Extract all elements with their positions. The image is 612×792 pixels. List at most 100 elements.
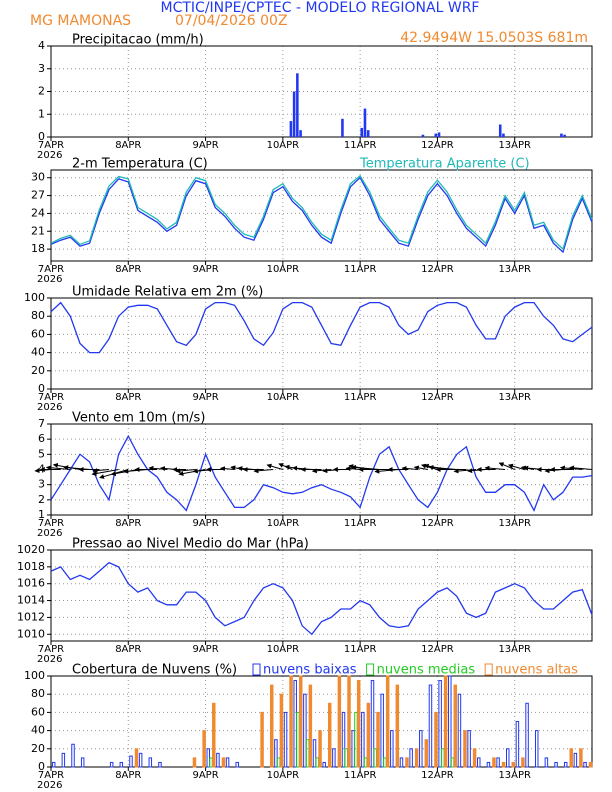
y-tick-label: 24	[31, 206, 45, 219]
cloud-bar	[274, 739, 278, 768]
cloud-bar	[148, 757, 153, 768]
x-tick-label: 7APR	[38, 140, 64, 151]
cloud-bar	[202, 730, 206, 768]
x-tick-label: 13APR	[498, 140, 531, 151]
y-tick-label: 0	[38, 382, 45, 395]
y-tick-label: 21	[31, 224, 45, 237]
cloud-bar	[61, 752, 66, 768]
year-label: 2026	[37, 528, 62, 539]
wind-arrow	[92, 468, 110, 474]
cloud-bar	[206, 748, 211, 768]
bar	[363, 108, 367, 137]
bar	[434, 133, 438, 137]
cloud-bar	[390, 730, 394, 768]
x-tick-label: 10APR	[267, 392, 300, 403]
wind-arrow	[266, 463, 283, 470]
line	[50, 434, 593, 512]
cloud-bar	[315, 757, 320, 768]
bar	[299, 130, 302, 137]
cloud-bar	[327, 702, 332, 768]
cloud-bar	[351, 730, 355, 768]
x-tick-label: 12APR	[421, 644, 454, 655]
y-tick-label: 80	[31, 309, 45, 322]
y-tick-label: 0	[38, 130, 45, 143]
cloud-bar	[441, 748, 445, 768]
y-tick-label: 1018	[17, 560, 45, 573]
wind-arrow	[484, 465, 506, 471]
cloud-bar	[534, 730, 539, 768]
line	[50, 561, 593, 636]
wind-arrow	[91, 469, 119, 477]
cloud-bar	[501, 761, 506, 768]
cloud-bar	[419, 730, 423, 768]
cloud-bar	[424, 739, 429, 768]
cloud-bar	[515, 721, 520, 768]
cloud-bar	[486, 761, 491, 768]
y-tick-label: 5	[38, 447, 45, 460]
x-tick-label: 7APR	[38, 770, 64, 781]
cloud-bar	[467, 730, 471, 768]
cloud-bar	[385, 675, 390, 768]
x-tick-label: 9APR	[192, 392, 218, 403]
y-tick-label: 0	[38, 760, 45, 773]
cloud-bar	[129, 755, 133, 768]
y-tick-label: 18	[31, 242, 45, 255]
header-title: MCTIC/INPE/CPTEC - MODELO REGIONAL WRF	[161, 0, 480, 16]
x-tick-label: 10APR	[267, 140, 300, 151]
year-label: 2026	[37, 780, 62, 791]
cloud-bar	[158, 761, 162, 768]
location: 42.9494W 15.0503S 681m	[400, 30, 588, 46]
cloud-bar	[472, 748, 477, 768]
y-tick-label: 30	[31, 171, 45, 184]
line	[50, 301, 593, 354]
x-tick-label: 8APR	[115, 518, 141, 529]
cloud-bar	[457, 693, 462, 768]
panel-frame	[50, 297, 593, 390]
cloud-bar	[312, 739, 317, 768]
cloud-bar	[209, 757, 213, 768]
panel-title: Vento em 10m (m/s)	[72, 411, 205, 426]
cloud-bar	[438, 680, 442, 768]
cloud-bar	[270, 684, 274, 768]
x-tick-label: 9APR	[192, 644, 218, 655]
wind-arrow	[175, 468, 196, 474]
cloud-bar	[322, 761, 326, 768]
cloud-bar	[463, 730, 467, 768]
line	[50, 176, 593, 254]
x-tick-label: 8APR	[115, 770, 141, 781]
cloud-bar	[225, 757, 230, 768]
x-tick-label: 13APR	[498, 264, 531, 275]
cloud-bar	[399, 757, 404, 768]
panel-title: Umidade Relativa em 2m (%)	[72, 285, 263, 300]
x-tick-label: 12APR	[421, 518, 454, 529]
bar	[498, 124, 502, 137]
y-tick-label: 1014	[17, 594, 45, 607]
cloud-bar	[370, 680, 375, 768]
cloud-bar	[506, 748, 510, 768]
cloud-bar	[138, 752, 143, 768]
wind-arrow	[311, 468, 332, 474]
cloud-bar	[80, 757, 85, 768]
cloud-bar	[235, 761, 239, 768]
bar	[289, 121, 293, 137]
cloud-bar	[298, 675, 303, 768]
cloud-bar	[434, 711, 438, 768]
cloud-bar	[453, 684, 458, 768]
station: MG MAMONAS	[30, 13, 131, 29]
y-tick-label: 100	[24, 291, 45, 304]
cloud-bar	[276, 757, 281, 768]
x-tick-label: 10APR	[267, 770, 300, 781]
cloud-bar	[305, 739, 310, 768]
cloud-bar	[221, 757, 226, 768]
y-tick-label: 27	[31, 189, 45, 202]
panel-title: Precipitacao (mm/h)	[72, 33, 204, 48]
cloud-bar	[296, 711, 300, 768]
x-tick-label: 8APR	[115, 264, 141, 275]
date: 07/04/2026 00Z	[175, 13, 288, 29]
cloud-bar	[573, 752, 578, 768]
year-label: 2026	[37, 654, 62, 665]
x-tick-label: 10APR	[267, 518, 300, 529]
cloud-bar	[347, 675, 351, 768]
bar	[366, 130, 370, 137]
bar	[560, 133, 563, 137]
